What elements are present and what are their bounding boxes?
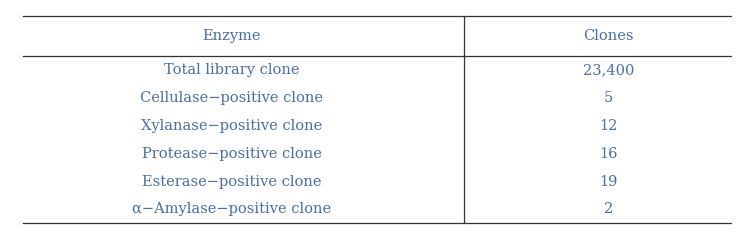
Text: 2: 2 (604, 202, 614, 216)
Text: Enzyme: Enzyme (203, 29, 261, 43)
Text: Protease−positive clone: Protease−positive clone (142, 147, 322, 161)
Text: α−Amylase−positive clone: α−Amylase−positive clone (132, 202, 332, 216)
Text: Esterase−positive clone: Esterase−positive clone (142, 175, 322, 188)
Text: 23,400: 23,400 (583, 63, 635, 77)
Text: 16: 16 (599, 147, 618, 161)
Text: 12: 12 (599, 119, 618, 133)
Text: Xylanase−positive clone: Xylanase−positive clone (141, 119, 323, 133)
Text: Cellulase−positive clone: Cellulase−positive clone (140, 91, 323, 105)
Text: Total library clone: Total library clone (164, 63, 299, 77)
Text: 19: 19 (599, 175, 618, 188)
Text: Clones: Clones (584, 29, 634, 43)
Text: 5: 5 (604, 91, 614, 105)
